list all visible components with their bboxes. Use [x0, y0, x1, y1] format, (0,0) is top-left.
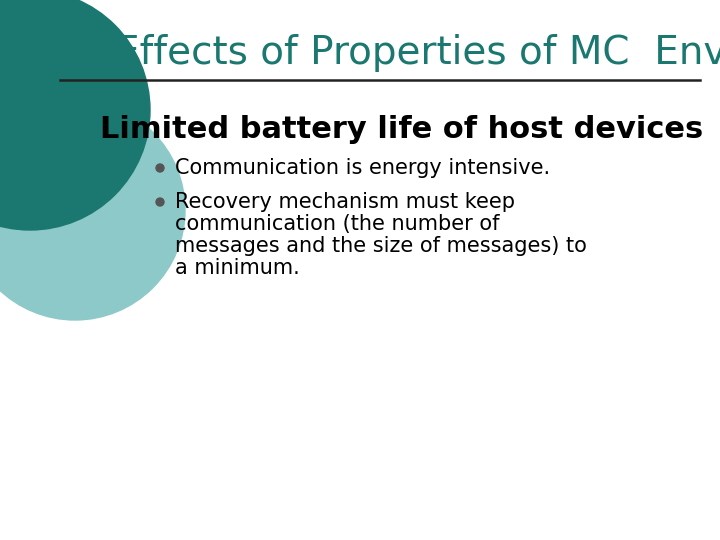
Text: messages and the size of messages) to: messages and the size of messages) to [175, 236, 587, 256]
Text: Recovery mechanism must keep: Recovery mechanism must keep [175, 192, 515, 212]
Text: a minimum.: a minimum. [175, 258, 300, 278]
Text: Effects of Properties of MC  Env.: Effects of Properties of MC Env. [115, 34, 720, 72]
Text: Limited battery life of host devices: Limited battery life of host devices [100, 116, 703, 145]
Circle shape [156, 198, 164, 206]
Text: Communication is energy intensive.: Communication is energy intensive. [175, 158, 550, 178]
Circle shape [156, 164, 164, 172]
Circle shape [0, 100, 185, 320]
Circle shape [0, 0, 150, 230]
Text: communication (the number of: communication (the number of [175, 214, 500, 234]
